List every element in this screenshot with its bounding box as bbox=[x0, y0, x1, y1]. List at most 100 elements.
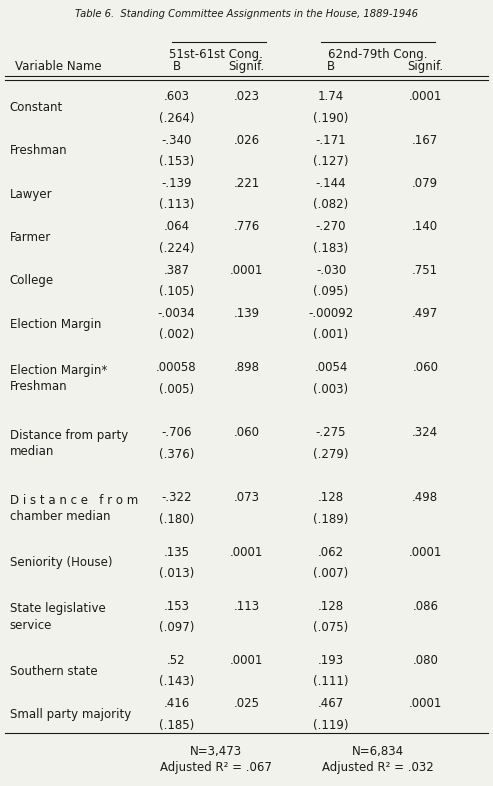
Text: (.264): (.264) bbox=[159, 112, 194, 125]
Text: (.153): (.153) bbox=[159, 155, 194, 168]
Text: .0054: .0054 bbox=[315, 362, 348, 374]
Text: .497: .497 bbox=[412, 307, 438, 320]
Text: .324: .324 bbox=[412, 426, 438, 439]
Text: Signif.: Signif. bbox=[407, 61, 443, 73]
Text: .52: .52 bbox=[167, 654, 186, 667]
Text: (.190): (.190) bbox=[314, 112, 349, 125]
Text: .221: .221 bbox=[233, 177, 260, 190]
Text: (.095): (.095) bbox=[314, 285, 349, 298]
Text: (.005): (.005) bbox=[159, 383, 194, 395]
Text: .140: .140 bbox=[412, 220, 438, 233]
Text: .079: .079 bbox=[412, 177, 438, 190]
Text: .135: .135 bbox=[164, 545, 189, 559]
Text: .416: .416 bbox=[163, 697, 190, 711]
Text: Freshman: Freshman bbox=[10, 145, 68, 157]
Text: .0001: .0001 bbox=[409, 545, 442, 559]
Text: .776: .776 bbox=[233, 220, 260, 233]
Text: .086: .086 bbox=[412, 600, 438, 613]
Text: .498: .498 bbox=[412, 491, 438, 505]
Text: -.139: -.139 bbox=[161, 177, 192, 190]
Text: (.013): (.013) bbox=[159, 567, 194, 580]
Text: (.003): (.003) bbox=[314, 383, 349, 395]
Text: Farmer: Farmer bbox=[10, 231, 51, 244]
Text: .467: .467 bbox=[318, 697, 344, 711]
Text: -.171: -.171 bbox=[316, 134, 347, 147]
Text: .139: .139 bbox=[234, 307, 259, 320]
Text: .026: .026 bbox=[234, 134, 259, 147]
Text: .0001: .0001 bbox=[230, 264, 263, 277]
Text: Southern state: Southern state bbox=[10, 665, 98, 678]
Text: Small party majority: Small party majority bbox=[10, 708, 131, 721]
Text: .167: .167 bbox=[412, 134, 438, 147]
Text: .898: .898 bbox=[234, 362, 259, 374]
Text: Election Margin*: Election Margin* bbox=[10, 364, 107, 376]
Text: Election Margin: Election Margin bbox=[10, 318, 101, 331]
Text: -.0034: -.0034 bbox=[158, 307, 195, 320]
Text: .128: .128 bbox=[318, 491, 344, 505]
Text: B: B bbox=[173, 61, 180, 73]
Text: (.002): (.002) bbox=[159, 329, 194, 341]
Text: (.075): (.075) bbox=[314, 621, 349, 634]
Text: .193: .193 bbox=[318, 654, 344, 667]
Text: .060: .060 bbox=[234, 426, 259, 439]
Text: Constant: Constant bbox=[10, 101, 63, 114]
Text: (.224): (.224) bbox=[159, 242, 194, 255]
Text: .387: .387 bbox=[164, 264, 189, 277]
Text: (.376): (.376) bbox=[159, 448, 194, 461]
Text: .080: .080 bbox=[412, 654, 438, 667]
Text: (.180): (.180) bbox=[159, 512, 194, 526]
Text: service: service bbox=[10, 619, 52, 632]
Text: .603: .603 bbox=[164, 90, 189, 104]
Text: Lawyer: Lawyer bbox=[10, 188, 52, 200]
Text: 51st-61st Cong.: 51st-61st Cong. bbox=[170, 48, 263, 61]
Text: -.340: -.340 bbox=[161, 134, 192, 147]
Text: 62nd-79th Cong.: 62nd-79th Cong. bbox=[328, 48, 428, 61]
Text: (.189): (.189) bbox=[314, 512, 349, 526]
Text: (.119): (.119) bbox=[313, 718, 349, 732]
Text: (.183): (.183) bbox=[314, 242, 349, 255]
Text: (.113): (.113) bbox=[159, 198, 194, 211]
Text: B: B bbox=[327, 61, 335, 73]
Text: .023: .023 bbox=[234, 90, 259, 104]
Text: Adjusted R² = .067: Adjusted R² = .067 bbox=[160, 762, 272, 774]
Text: (.127): (.127) bbox=[313, 155, 349, 168]
Text: .128: .128 bbox=[318, 600, 344, 613]
Text: College: College bbox=[10, 274, 54, 288]
Text: (.143): (.143) bbox=[159, 675, 194, 689]
Text: .062: .062 bbox=[318, 545, 344, 559]
Text: -.00092: -.00092 bbox=[309, 307, 353, 320]
Text: Freshman: Freshman bbox=[10, 380, 68, 394]
Text: (.001): (.001) bbox=[314, 329, 349, 341]
Text: Adjusted R² = .032: Adjusted R² = .032 bbox=[322, 762, 434, 774]
Text: .153: .153 bbox=[164, 600, 189, 613]
Text: (.185): (.185) bbox=[159, 718, 194, 732]
Text: .0001: .0001 bbox=[230, 654, 263, 667]
Text: (.097): (.097) bbox=[159, 621, 194, 634]
Text: .0001: .0001 bbox=[230, 545, 263, 559]
Text: chamber median: chamber median bbox=[10, 510, 110, 523]
Text: .060: .060 bbox=[412, 362, 438, 374]
Text: -.144: -.144 bbox=[316, 177, 347, 190]
Text: (.105): (.105) bbox=[159, 285, 194, 298]
Text: (.082): (.082) bbox=[314, 198, 349, 211]
Text: Table 6.  Standing Committee Assignments in the House, 1889-1946: Table 6. Standing Committee Assignments … bbox=[75, 9, 418, 20]
Text: Variable Name: Variable Name bbox=[15, 61, 101, 73]
Text: Signif.: Signif. bbox=[228, 61, 265, 73]
Text: D i s t a n c e   f r o m: D i s t a n c e f r o m bbox=[10, 494, 138, 507]
Text: N=3,473: N=3,473 bbox=[190, 744, 243, 758]
Text: (.007): (.007) bbox=[314, 567, 349, 580]
Text: -.706: -.706 bbox=[161, 426, 192, 439]
Text: .0001: .0001 bbox=[409, 90, 442, 104]
Text: .00058: .00058 bbox=[156, 362, 197, 374]
Text: .025: .025 bbox=[234, 697, 259, 711]
Text: -.322: -.322 bbox=[161, 491, 192, 505]
Text: (.111): (.111) bbox=[313, 675, 349, 689]
Text: State legislative: State legislative bbox=[10, 602, 106, 615]
Text: -.030: -.030 bbox=[316, 264, 346, 277]
Text: -.270: -.270 bbox=[316, 220, 346, 233]
Text: -.275: -.275 bbox=[316, 426, 346, 439]
Text: .064: .064 bbox=[163, 220, 189, 233]
Text: median: median bbox=[10, 446, 54, 458]
Text: .751: .751 bbox=[412, 264, 438, 277]
Text: Seniority (House): Seniority (House) bbox=[10, 556, 112, 569]
